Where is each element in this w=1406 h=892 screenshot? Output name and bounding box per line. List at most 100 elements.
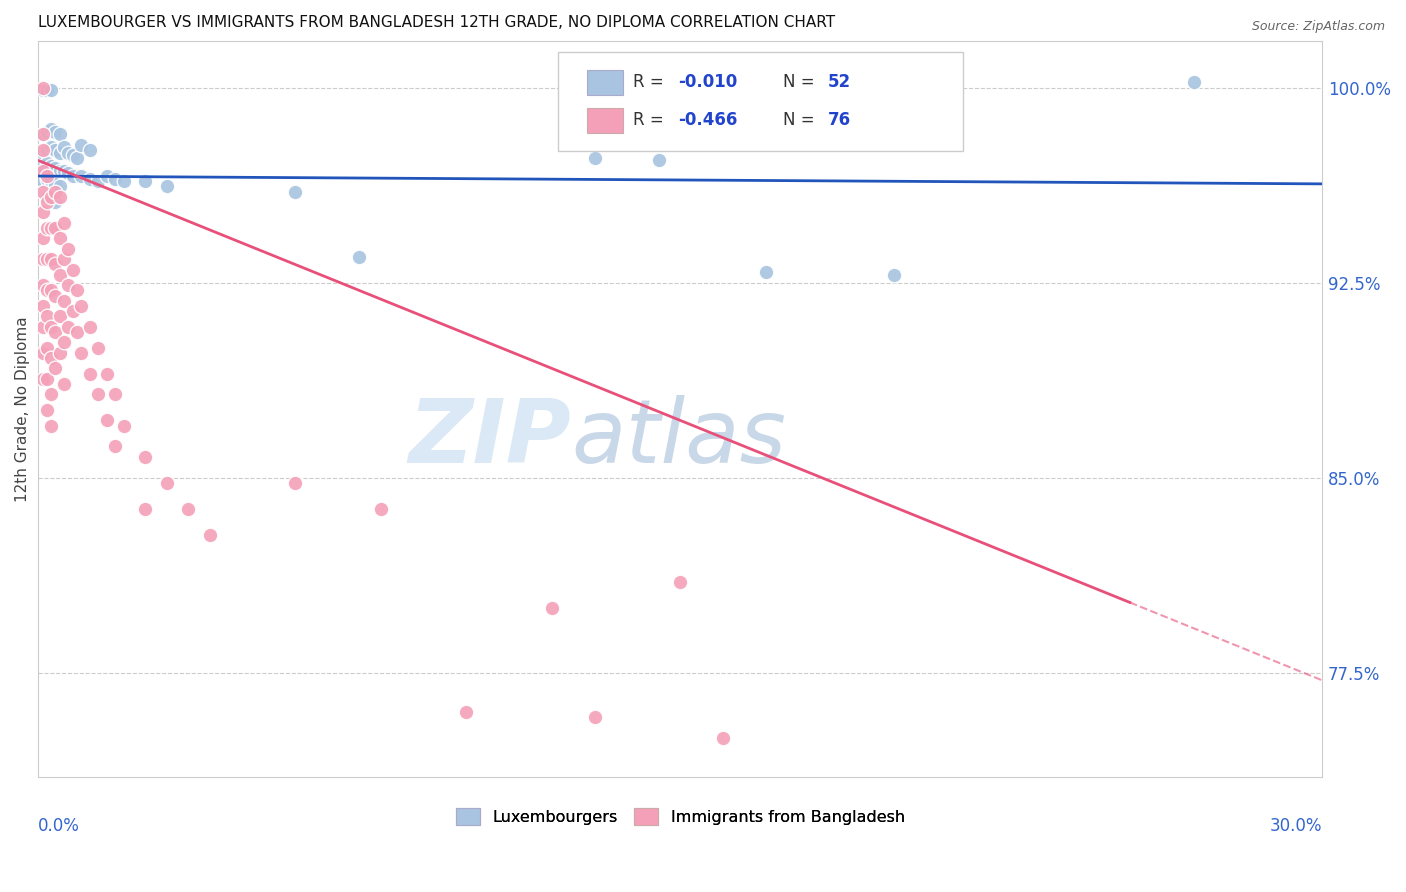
- Point: [31, 346, 53, 360]
- Point: [53, 140, 76, 154]
- Point: [112, 174, 135, 188]
- Point: [79, 319, 101, 334]
- Point: [35, 83, 58, 97]
- Text: ZIP: ZIP: [409, 394, 571, 482]
- Point: [58, 242, 80, 256]
- FancyBboxPatch shape: [586, 70, 623, 95]
- Point: [134, 450, 156, 464]
- Point: [31, 145, 53, 160]
- Point: [541, 600, 564, 615]
- Point: [62, 169, 84, 183]
- Text: 52: 52: [828, 73, 851, 91]
- Point: [35, 310, 58, 324]
- Point: [48, 346, 70, 360]
- Point: [711, 731, 734, 745]
- Point: [53, 252, 76, 267]
- Point: [39, 418, 62, 433]
- Text: 76: 76: [828, 112, 851, 129]
- Text: LUXEMBOURGER VS IMMIGRANTS FROM BANGLADESH 12TH GRADE, NO DIPLOMA CORRELATION CH: LUXEMBOURGER VS IMMIGRANTS FROM BANGLADE…: [38, 15, 835, 30]
- Point: [35, 195, 58, 210]
- Point: [53, 335, 76, 350]
- Text: Source: ZipAtlas.com: Source: ZipAtlas.com: [1251, 20, 1385, 33]
- Point: [62, 262, 84, 277]
- Point: [883, 268, 905, 282]
- Y-axis label: 12th Grade, No Diploma: 12th Grade, No Diploma: [15, 316, 30, 501]
- Point: [31, 319, 53, 334]
- Point: [48, 128, 70, 142]
- Point: [31, 299, 53, 313]
- Point: [53, 216, 76, 230]
- Point: [48, 145, 70, 160]
- Point: [35, 156, 58, 170]
- Point: [87, 174, 110, 188]
- Text: N =: N =: [783, 73, 820, 91]
- Point: [31, 128, 53, 142]
- Point: [31, 143, 53, 157]
- Point: [31, 174, 53, 188]
- Point: [44, 221, 66, 235]
- Point: [755, 265, 778, 279]
- Point: [44, 125, 66, 139]
- Point: [31, 128, 53, 142]
- Point: [583, 151, 606, 165]
- Point: [79, 367, 101, 381]
- Text: -0.466: -0.466: [678, 112, 737, 129]
- Point: [39, 351, 62, 365]
- Point: [35, 372, 58, 386]
- Point: [44, 257, 66, 271]
- Point: [44, 361, 66, 376]
- Point: [35, 143, 58, 157]
- Point: [31, 231, 53, 245]
- Point: [48, 164, 70, 178]
- Point: [87, 341, 110, 355]
- Point: [44, 161, 66, 176]
- Point: [48, 231, 70, 245]
- Text: 30.0%: 30.0%: [1270, 817, 1323, 835]
- Point: [96, 169, 118, 183]
- Point: [44, 195, 66, 210]
- Point: [35, 169, 58, 183]
- Point: [58, 145, 80, 160]
- Point: [31, 80, 53, 95]
- Point: [39, 140, 62, 154]
- Point: [39, 319, 62, 334]
- Point: [134, 174, 156, 188]
- Point: [58, 319, 80, 334]
- FancyBboxPatch shape: [558, 52, 963, 152]
- Point: [177, 501, 200, 516]
- Point: [39, 284, 62, 298]
- Point: [62, 148, 84, 162]
- Point: [96, 413, 118, 427]
- Point: [96, 367, 118, 381]
- Point: [44, 177, 66, 191]
- Point: [48, 268, 70, 282]
- Point: [66, 325, 89, 339]
- Point: [370, 501, 392, 516]
- Point: [104, 171, 127, 186]
- Text: 0.0%: 0.0%: [38, 817, 80, 835]
- Point: [39, 221, 62, 235]
- Point: [31, 185, 53, 199]
- Point: [48, 179, 70, 194]
- Point: [53, 293, 76, 308]
- Text: R =: R =: [633, 112, 669, 129]
- Point: [70, 346, 93, 360]
- Point: [104, 387, 127, 401]
- Point: [35, 171, 58, 186]
- Point: [39, 193, 62, 207]
- Point: [35, 221, 58, 235]
- Point: [31, 278, 53, 293]
- Point: [53, 164, 76, 178]
- Point: [39, 190, 62, 204]
- Point: [112, 418, 135, 433]
- Point: [79, 143, 101, 157]
- Point: [31, 372, 53, 386]
- Point: [39, 252, 62, 267]
- Point: [648, 153, 671, 168]
- Point: [31, 159, 53, 173]
- Point: [39, 387, 62, 401]
- Point: [70, 137, 93, 152]
- Point: [44, 325, 66, 339]
- Point: [134, 501, 156, 516]
- Point: [456, 705, 478, 719]
